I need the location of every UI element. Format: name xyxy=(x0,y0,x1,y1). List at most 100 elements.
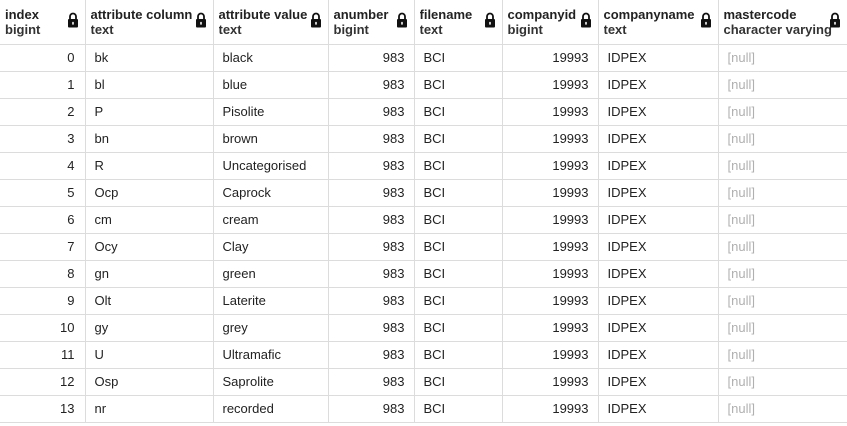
table-cell-companyname[interactable]: IDPEX xyxy=(598,260,719,288)
table-row[interactable]: 7 Ocy Clay 983 BCI 19993 IDPEX [null] xyxy=(0,233,847,261)
table-cell-companyname[interactable]: IDPEX xyxy=(598,125,719,153)
table-cell-companyid[interactable]: 19993 xyxy=(502,260,599,288)
table-cell-attribute-column[interactable]: bn xyxy=(85,125,214,153)
table-row[interactable]: 8 gn green 983 BCI 19993 IDPEX [null] xyxy=(0,260,847,288)
table-cell-companyid[interactable]: 19993 xyxy=(502,314,599,342)
table-cell-index[interactable]: 2 xyxy=(0,98,86,126)
table-cell-companyid[interactable]: 19993 xyxy=(502,341,599,369)
table-cell-attribute-column[interactable]: Olt xyxy=(85,287,214,315)
table-cell-attribute-column[interactable]: cm xyxy=(85,206,214,234)
table-cell-attribute-value[interactable]: Laterite xyxy=(213,287,329,315)
table-row[interactable]: 10 gy grey 983 BCI 19993 IDPEX [null] xyxy=(0,314,847,342)
table-cell-index[interactable]: 11 xyxy=(0,341,86,369)
table-cell-attribute-value[interactable]: green xyxy=(213,260,329,288)
table-cell-attribute-value[interactable]: cream xyxy=(213,206,329,234)
table-cell-attribute-value[interactable]: Ultramafic xyxy=(213,341,329,369)
table-cell-mastercode[interactable]: [null] xyxy=(718,152,847,180)
table-cell-attribute-value[interactable]: recorded xyxy=(213,395,329,423)
table-cell-mastercode[interactable]: [null] xyxy=(718,44,847,72)
table-cell-companyname[interactable]: IDPEX xyxy=(598,206,719,234)
table-cell-attribute-column[interactable]: nr xyxy=(85,395,214,423)
table-cell-mastercode[interactable]: [null] xyxy=(718,206,847,234)
table-row[interactable]: 11 U Ultramafic 983 BCI 19993 IDPEX [null] xyxy=(0,341,847,369)
table-row[interactable]: 9 Olt Laterite 983 BCI 19993 IDPEX [null] xyxy=(0,287,847,315)
table-cell-index[interactable]: 3 xyxy=(0,125,86,153)
table-cell-companyname[interactable]: IDPEX xyxy=(598,98,719,126)
table-cell-index[interactable]: 5 xyxy=(0,179,86,207)
table-row[interactable]: 0 bk black 983 BCI 19993 IDPEX [null] xyxy=(0,44,847,72)
table-cell-anumber[interactable]: 983 xyxy=(328,395,415,423)
table-cell-anumber[interactable]: 983 xyxy=(328,314,415,342)
table-cell-companyname[interactable]: IDPEX xyxy=(598,152,719,180)
table-cell-companyid[interactable]: 19993 xyxy=(502,287,599,315)
table-row[interactable]: 1 bl blue 983 BCI 19993 IDPEX [null] xyxy=(0,71,847,99)
table-cell-companyid[interactable]: 19993 xyxy=(502,125,599,153)
table-cell-anumber[interactable]: 983 xyxy=(328,287,415,315)
table-cell-companyname[interactable]: IDPEX xyxy=(598,71,719,99)
table-cell-anumber[interactable]: 983 xyxy=(328,206,415,234)
table-cell-anumber[interactable]: 983 xyxy=(328,71,415,99)
table-cell-filename[interactable]: BCI xyxy=(414,206,503,234)
column-header-attribute-value[interactable]: attribute value text xyxy=(213,0,329,45)
table-cell-companyname[interactable]: IDPEX xyxy=(598,44,719,72)
table-cell-mastercode[interactable]: [null] xyxy=(718,71,847,99)
table-cell-mastercode[interactable]: [null] xyxy=(718,125,847,153)
table-cell-index[interactable]: 8 xyxy=(0,260,86,288)
table-cell-attribute-column[interactable]: Ocp xyxy=(85,179,214,207)
table-cell-companyid[interactable]: 19993 xyxy=(502,206,599,234)
table-cell-companyname[interactable]: IDPEX xyxy=(598,179,719,207)
table-cell-attribute-column[interactable]: gn xyxy=(85,260,214,288)
table-cell-anumber[interactable]: 983 xyxy=(328,179,415,207)
table-cell-attribute-value[interactable]: black xyxy=(213,44,329,72)
table-cell-filename[interactable]: BCI xyxy=(414,179,503,207)
table-cell-filename[interactable]: BCI xyxy=(414,98,503,126)
table-cell-filename[interactable]: BCI xyxy=(414,260,503,288)
table-cell-companyid[interactable]: 19993 xyxy=(502,44,599,72)
table-cell-filename[interactable]: BCI xyxy=(414,125,503,153)
table-cell-filename[interactable]: BCI xyxy=(414,314,503,342)
table-cell-companyid[interactable]: 19993 xyxy=(502,395,599,423)
table-cell-filename[interactable]: BCI xyxy=(414,71,503,99)
table-cell-mastercode[interactable]: [null] xyxy=(718,368,847,396)
table-cell-filename[interactable]: BCI xyxy=(414,287,503,315)
table-cell-attribute-column[interactable]: Ocy xyxy=(85,233,214,261)
table-cell-companyname[interactable]: IDPEX xyxy=(598,395,719,423)
table-cell-mastercode[interactable]: [null] xyxy=(718,287,847,315)
table-cell-index[interactable]: 4 xyxy=(0,152,86,180)
table-cell-companyid[interactable]: 19993 xyxy=(502,179,599,207)
table-cell-companyname[interactable]: IDPEX xyxy=(598,314,719,342)
table-cell-anumber[interactable]: 983 xyxy=(328,125,415,153)
table-cell-attribute-value[interactable]: grey xyxy=(213,314,329,342)
table-cell-companyid[interactable]: 19993 xyxy=(502,98,599,126)
table-cell-companyid[interactable]: 19993 xyxy=(502,71,599,99)
table-cell-attribute-value[interactable]: Clay xyxy=(213,233,329,261)
table-cell-anumber[interactable]: 983 xyxy=(328,341,415,369)
column-header-attribute-column[interactable]: attribute column text xyxy=(85,0,214,45)
column-header-anumber[interactable]: anumber bigint xyxy=(328,0,415,45)
table-cell-companyname[interactable]: IDPEX xyxy=(598,368,719,396)
table-cell-index[interactable]: 10 xyxy=(0,314,86,342)
table-cell-attribute-column[interactable]: U xyxy=(85,341,214,369)
table-cell-filename[interactable]: BCI xyxy=(414,341,503,369)
table-cell-mastercode[interactable]: [null] xyxy=(718,260,847,288)
column-header-companyname[interactable]: companyname text xyxy=(598,0,719,45)
table-row[interactable]: 2 P Pisolite 983 BCI 19993 IDPEX [null] xyxy=(0,98,847,126)
table-cell-filename[interactable]: BCI xyxy=(414,233,503,261)
table-row[interactable]: 6 cm cream 983 BCI 19993 IDPEX [null] xyxy=(0,206,847,234)
table-cell-companyid[interactable]: 19993 xyxy=(502,368,599,396)
table-cell-anumber[interactable]: 983 xyxy=(328,98,415,126)
table-cell-companyname[interactable]: IDPEX xyxy=(598,233,719,261)
table-cell-companyname[interactable]: IDPEX xyxy=(598,287,719,315)
table-cell-anumber[interactable]: 983 xyxy=(328,260,415,288)
column-header-filename[interactable]: filename text xyxy=(414,0,503,45)
table-cell-attribute-column[interactable]: R xyxy=(85,152,214,180)
table-cell-mastercode[interactable]: [null] xyxy=(718,395,847,423)
table-cell-mastercode[interactable]: [null] xyxy=(718,233,847,261)
table-cell-companyid[interactable]: 19993 xyxy=(502,233,599,261)
table-row[interactable]: 3 bn brown 983 BCI 19993 IDPEX [null] xyxy=(0,125,847,153)
table-cell-filename[interactable]: BCI xyxy=(414,368,503,396)
table-cell-companyname[interactable]: IDPEX xyxy=(598,341,719,369)
table-row[interactable]: 5 Ocp Caprock 983 BCI 19993 IDPEX [null] xyxy=(0,179,847,207)
table-cell-index[interactable]: 9 xyxy=(0,287,86,315)
column-header-companyid[interactable]: companyid bigint xyxy=(502,0,599,45)
